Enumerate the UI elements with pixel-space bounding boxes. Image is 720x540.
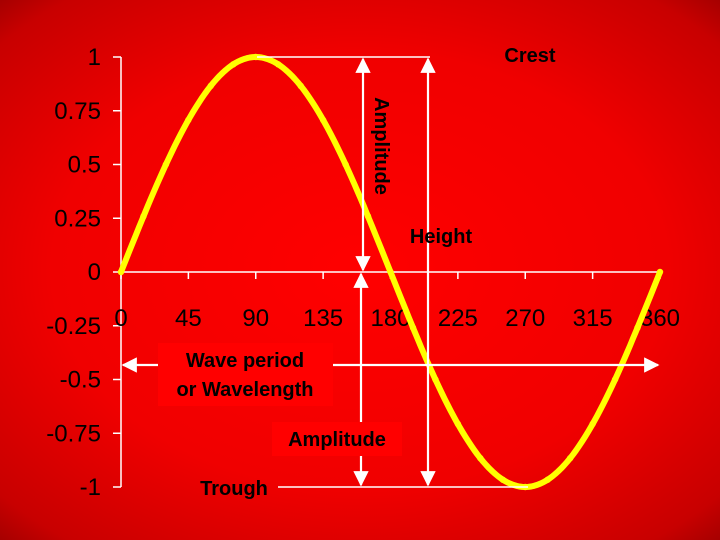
amplitude-lower-label: Amplitude: [288, 429, 386, 451]
trough-label: Trough: [200, 478, 268, 500]
y-tick-label: 0.25: [54, 205, 101, 232]
sine-data-point: [364, 213, 372, 220]
y-tick-label: -0.75: [46, 420, 101, 447]
x-tick-labels: 0 45 90 135 180 225 270 315 360: [114, 305, 680, 332]
crest-label: Crest: [504, 45, 555, 67]
y-tick-label: 0.5: [68, 152, 101, 179]
height-label: Height: [410, 226, 473, 248]
y-tick-label: -0.25: [46, 313, 101, 340]
sine-data-point: [140, 213, 147, 220]
y-tick-label: 0.75: [54, 98, 101, 125]
amplitude-lower-label-box: [272, 422, 402, 456]
sine-data-point: [477, 454, 484, 462]
sine-data-point: [454, 420, 462, 428]
sine-data-point: [387, 268, 394, 276]
x-tick-label: 135: [303, 305, 343, 332]
sine-data-point: [342, 161, 349, 168]
wave-period-label-line2: or Wavelength: [176, 379, 313, 401]
x-tick-label: 225: [438, 305, 478, 332]
sine-data-point: [275, 61, 282, 68]
sine-data-point: [297, 82, 304, 90]
x-tick-label: 0: [114, 305, 127, 332]
sine-data-point: [319, 116, 327, 124]
sine-data-point: [544, 476, 551, 483]
sine-data-point: [566, 454, 574, 462]
annotations: Crest Amplitude Height Wave period or Wavele…: [158, 45, 556, 500]
y-tick-label: 0: [88, 259, 101, 286]
y-tick-labels: 1 0.75 0.5 0.25 0 -0.25 -0.5 -0.75 -1: [46, 44, 101, 501]
wave-period-label-line1: Wave period: [186, 350, 304, 372]
sine-data-point: [185, 116, 192, 124]
sine-data-point: [634, 324, 641, 331]
sine-data-point: [409, 324, 417, 331]
sine-data-point: [656, 268, 664, 276]
x-tick-label: 45: [175, 305, 202, 332]
x-tick-label: 90: [242, 305, 269, 332]
sine-data-point: [252, 53, 259, 61]
sine-data-point: [499, 476, 506, 483]
x-tick-label: 315: [573, 305, 613, 332]
wave-period-label-box: [158, 343, 333, 406]
y-tick-label: -0.5: [60, 367, 101, 394]
x-tick-label: 270: [505, 305, 545, 332]
sine-data-point: [589, 420, 596, 428]
amplitude-vertical-label: Amplitude: [370, 97, 392, 195]
sine-data-point: [207, 82, 215, 90]
y-tick-label: 1: [88, 44, 101, 71]
sine-data-point: [117, 268, 125, 276]
sine-data-point: [230, 61, 237, 68]
sine-data-point: [611, 376, 619, 383]
sine-data-point: [162, 161, 170, 168]
sine-data-point: [432, 376, 439, 383]
y-tick-label: -1: [80, 474, 101, 501]
